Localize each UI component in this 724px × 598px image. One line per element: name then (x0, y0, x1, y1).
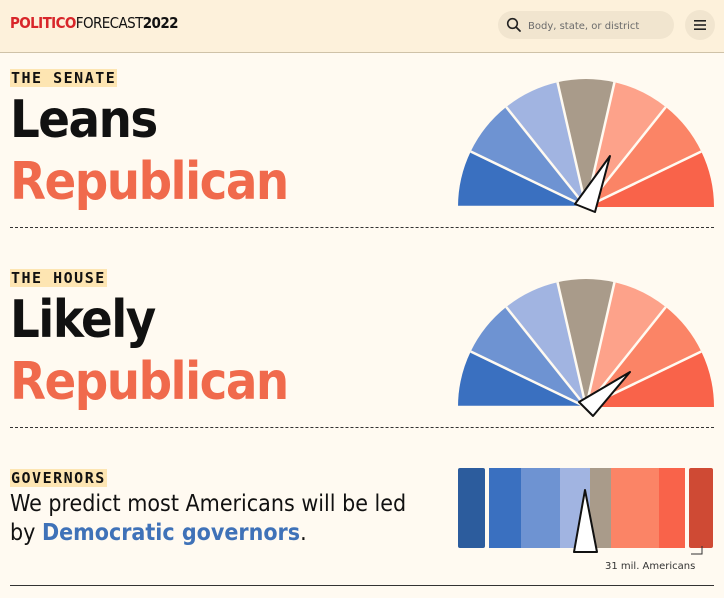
site-header: POLITICOFORECAST2022 (0, 0, 724, 53)
gauge-wedge-solid-dem (458, 351, 586, 407)
menu-button[interactable] (685, 10, 715, 40)
governors-text-after: . (300, 520, 307, 546)
gauge-wedge-leans-dem (506, 82, 586, 207)
gauge-wedge-leans-dem (506, 282, 586, 407)
governors-tag: GOVERNORS (10, 469, 107, 487)
logo-forecast: FORECAST (75, 14, 144, 32)
logo-brand: POLITICO (10, 14, 76, 32)
gauge-needle (578, 371, 631, 417)
bar-segment-solid-dem-dark (458, 468, 485, 548)
gauge-wedge-likely-dem (470, 307, 586, 407)
governors-text-before: We predict most Americans will be led by (10, 491, 407, 546)
house-rating-line1: Likely (10, 290, 156, 350)
governors-text-highlight: Democratic governors (41, 520, 301, 546)
gauge-wedge-toss-up (557, 78, 615, 207)
bar-segment-solid-rep-dark (689, 468, 713, 548)
senate-tag: THE SENATE (10, 69, 118, 87)
scale-bracket (691, 546, 703, 555)
gauge-wedge-leans-rep (586, 82, 666, 207)
senate-rating-line1: Leans (10, 90, 158, 150)
gauge-wedge-solid-dem (458, 151, 586, 207)
hamburger-menu-icon (694, 20, 706, 30)
bar-segment-likely-rep (659, 468, 685, 548)
search-input[interactable] (526, 15, 672, 37)
senate-rating-line2: Republican (10, 152, 289, 212)
bar-segment-toss-up (590, 468, 611, 548)
gauge-wedge-toss-up (557, 278, 615, 407)
senate-gauge[interactable] (457, 78, 715, 218)
search-icon (506, 17, 521, 32)
bar-segment-likely-dem (521, 468, 560, 548)
governors-population-bar[interactable] (457, 468, 717, 558)
search-box[interactable] (498, 11, 674, 39)
population-scale-label: 31 mil. Americans (605, 561, 696, 572)
house-rating-line2: Republican (10, 352, 289, 412)
gauge-needle (574, 155, 611, 213)
gauge-wedge-leans-rep (586, 282, 666, 407)
section-divider (10, 427, 714, 428)
section-divider (10, 227, 714, 228)
gauge-wedge-solid-rep (586, 151, 714, 207)
gauge-wedge-likely-rep (586, 107, 702, 207)
gauge-wedge-solid-rep (586, 351, 714, 407)
bar-segment-solid-dem (489, 468, 521, 548)
house-gauge[interactable] (457, 278, 715, 418)
governors-prediction-text: We predict most Americans will be led by… (10, 490, 430, 548)
bar-segment-leans-rep (611, 468, 659, 548)
section-divider-bottom (10, 585, 714, 586)
bar-needle (573, 489, 598, 553)
politico-forecast-logo[interactable]: POLITICOFORECAST2022 (10, 14, 179, 32)
gauge-wedge-likely-dem (470, 107, 586, 207)
logo-year: 2022 (142, 14, 179, 32)
house-tag: THE HOUSE (10, 269, 107, 287)
